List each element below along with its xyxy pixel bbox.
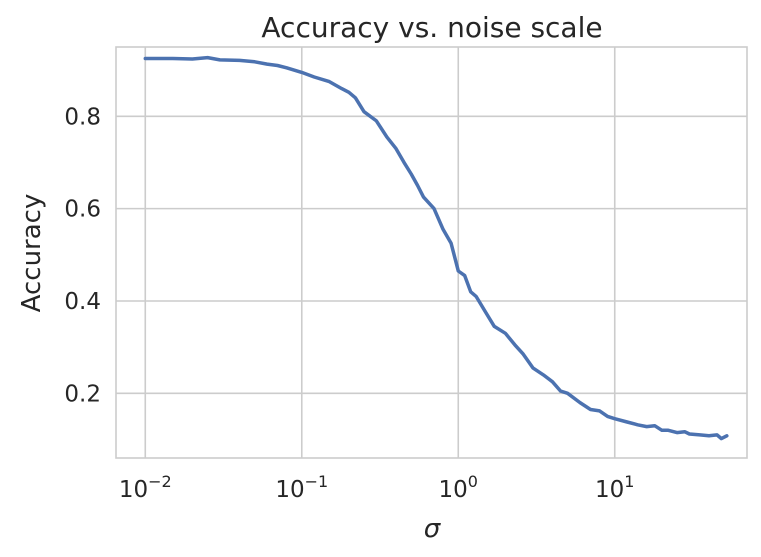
y-axis-label: Accuracy (17, 194, 47, 313)
x-tick-base: 10 (275, 477, 304, 503)
y-tick-label: 0.2 (64, 381, 101, 407)
y-tick-labels: 0.2 0.4 0.6 0.8 (64, 104, 101, 407)
x-tick-label: 10−1 (275, 472, 328, 503)
x-tick-label: 100 (439, 472, 478, 503)
x-tick-exponent: −2 (148, 472, 172, 491)
y-tick-label: 0.8 (64, 104, 101, 130)
chart-title: Accuracy vs. noise scale (261, 11, 602, 44)
y-tick-label: 0.6 (64, 197, 101, 223)
plot-frame (115, 46, 748, 459)
y-tick-label: 0.4 (64, 289, 101, 315)
x-tick-exponent: −1 (305, 472, 329, 491)
x-tick-base: 10 (439, 477, 468, 503)
x-tick-label: 101 (595, 472, 634, 503)
x-tick-base: 10 (595, 477, 624, 503)
x-tick-base: 10 (119, 477, 148, 503)
grid (116, 47, 747, 458)
x-tick-exponent: 1 (624, 472, 634, 491)
x-tick-labels: 10−2 10−1 100 101 (119, 472, 635, 503)
x-tick-label: 10−2 (119, 472, 172, 503)
x-axis-label: σ (424, 514, 442, 544)
x-tick-exponent: 0 (468, 472, 478, 491)
series-line (143, 55, 729, 441)
